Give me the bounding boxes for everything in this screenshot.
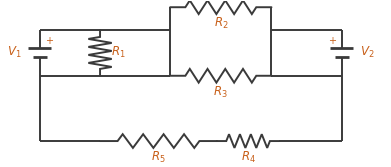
Text: $V_2$: $V_2$ — [360, 45, 374, 60]
Text: +: + — [45, 36, 54, 46]
Text: $R_5$: $R_5$ — [151, 150, 166, 165]
Text: +: + — [328, 36, 336, 46]
Text: $V_1$: $V_1$ — [7, 45, 22, 60]
Text: $R_4$: $R_4$ — [240, 150, 256, 165]
Text: $R_1$: $R_1$ — [111, 45, 126, 60]
Text: $R_3$: $R_3$ — [213, 85, 228, 100]
Text: $R_2$: $R_2$ — [213, 16, 228, 31]
